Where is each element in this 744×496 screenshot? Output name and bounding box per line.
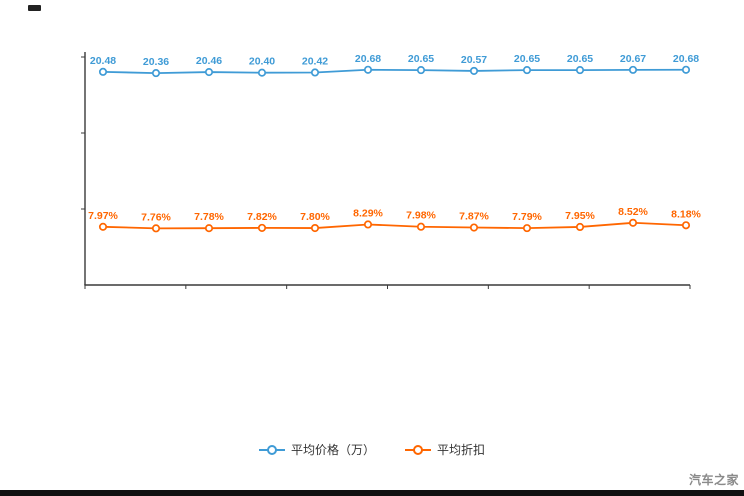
data-point[interactable]	[469, 223, 479, 232]
point-label: 20.65	[514, 53, 540, 65]
watermark-autohome: 汽车之家	[688, 473, 739, 487]
data-point[interactable]	[98, 222, 108, 231]
legend-dot-icon	[413, 445, 423, 455]
point-label: 20.68	[673, 53, 699, 65]
point-label: 20.68	[355, 53, 381, 65]
data-point[interactable]	[363, 65, 373, 74]
legend-item-avg-discount[interactable]: 平均折扣	[405, 443, 485, 457]
point-label: 20.67	[620, 53, 646, 65]
data-point[interactable]	[469, 66, 479, 75]
data-point[interactable]	[98, 67, 108, 76]
data-point[interactable]	[151, 224, 161, 233]
point-label: 20.57	[461, 54, 487, 66]
point-label: 7.76%	[141, 211, 171, 223]
data-point[interactable]	[257, 223, 267, 232]
data-point[interactable]	[575, 222, 585, 232]
point-label: 7.80%	[300, 211, 330, 223]
legend-label-avg-discount: 平均折扣	[437, 443, 486, 457]
data-point[interactable]	[522, 224, 532, 233]
point-label: 7.98%	[406, 210, 436, 222]
point-label: 7.82%	[247, 211, 277, 223]
point-label: 8.18%	[671, 208, 701, 220]
point-label: 20.40	[249, 56, 275, 68]
data-point[interactable]	[204, 68, 214, 77]
footer-bar	[0, 490, 744, 496]
data-point[interactable]	[310, 68, 320, 77]
point-label: 7.97%	[88, 210, 118, 222]
point-label: 7.79%	[512, 211, 542, 223]
corner-mark	[28, 5, 41, 11]
data-point[interactable]	[204, 224, 214, 233]
point-label: 20.42	[302, 55, 328, 67]
data-point[interactable]	[522, 66, 532, 75]
legend-label-avg-price: 平均价格（万）	[290, 443, 375, 457]
legend-dot-icon	[266, 445, 277, 455]
series-line-0	[102, 68, 687, 75]
point-label: 20.36	[143, 56, 169, 68]
point-label: 8.52%	[618, 206, 648, 218]
data-point[interactable]	[575, 66, 585, 75]
point-label: 7.95%	[565, 210, 595, 222]
data-point[interactable]	[628, 65, 638, 74]
point-label: 20.65	[567, 53, 593, 65]
point-label: 20.48	[90, 55, 116, 67]
data-point[interactable]	[681, 221, 691, 230]
data-point[interactable]	[151, 69, 161, 78]
point-label: 8.29%	[353, 207, 383, 219]
data-point[interactable]	[681, 65, 691, 74]
data-point[interactable]	[416, 66, 426, 75]
line-series-icon	[405, 445, 431, 455]
point-label: 20.46	[196, 55, 222, 67]
chart-legend: 平均价格（万） 平均折扣	[0, 443, 744, 457]
series-line-1	[102, 221, 687, 230]
data-point[interactable]	[416, 222, 426, 231]
data-point[interactable]	[363, 220, 373, 229]
legend-item-avg-price[interactable]: 平均价格（万）	[258, 443, 375, 457]
data-point[interactable]	[310, 223, 320, 233]
point-label: 20.65	[408, 53, 434, 65]
line-series-icon	[258, 445, 285, 455]
data-point[interactable]	[257, 68, 267, 77]
point-label: 7.78%	[194, 211, 224, 223]
data-point[interactable]	[628, 218, 638, 227]
point-label: 7.87%	[459, 211, 489, 223]
